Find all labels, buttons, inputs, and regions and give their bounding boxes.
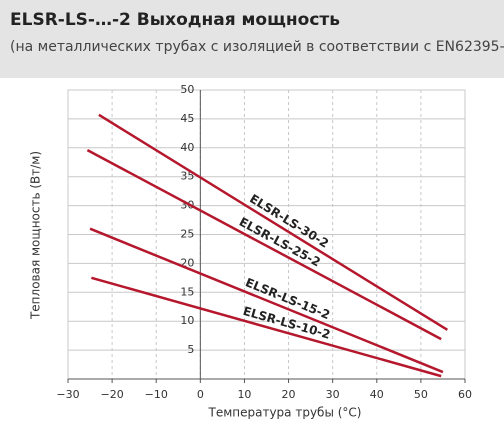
y-tick-label: 10 bbox=[180, 314, 194, 327]
y-axis-label: Тепловая мощность (Вт/м) bbox=[29, 151, 43, 320]
x-tick-label: 10 bbox=[237, 388, 251, 401]
data-line bbox=[89, 227, 444, 374]
y-tick-label: 25 bbox=[180, 228, 194, 241]
x-axis-label: Температура трубы (°C) bbox=[208, 406, 362, 420]
x-tick-label: 20 bbox=[282, 388, 296, 401]
x-tick-label: 50 bbox=[414, 388, 428, 401]
y-tick-label: 45 bbox=[180, 112, 194, 125]
x-tick-label: 30 bbox=[326, 388, 340, 401]
x-tick-label: 40 bbox=[370, 388, 384, 401]
x-tick-label: −30 bbox=[56, 388, 79, 401]
y-tick-label: 5 bbox=[187, 343, 194, 356]
chart-subtitle: (на металлических трубах с изоляцией в с… bbox=[10, 39, 504, 55]
data-line bbox=[86, 149, 442, 341]
y-tick-label: 40 bbox=[180, 141, 194, 154]
y-tick-label: 15 bbox=[180, 285, 194, 298]
y-tick-label: 50 bbox=[180, 83, 194, 96]
x-tick-label: −10 bbox=[145, 388, 168, 401]
x-tick-label: 60 bbox=[458, 388, 472, 401]
x-tick-label: 0 bbox=[197, 388, 204, 401]
data-line bbox=[91, 276, 442, 378]
chart-title: ELSR-LS-…-2 Выходная мощность bbox=[10, 10, 340, 30]
data-line bbox=[98, 113, 449, 331]
header-band bbox=[0, 0, 504, 78]
x-tick-label: −20 bbox=[101, 388, 124, 401]
